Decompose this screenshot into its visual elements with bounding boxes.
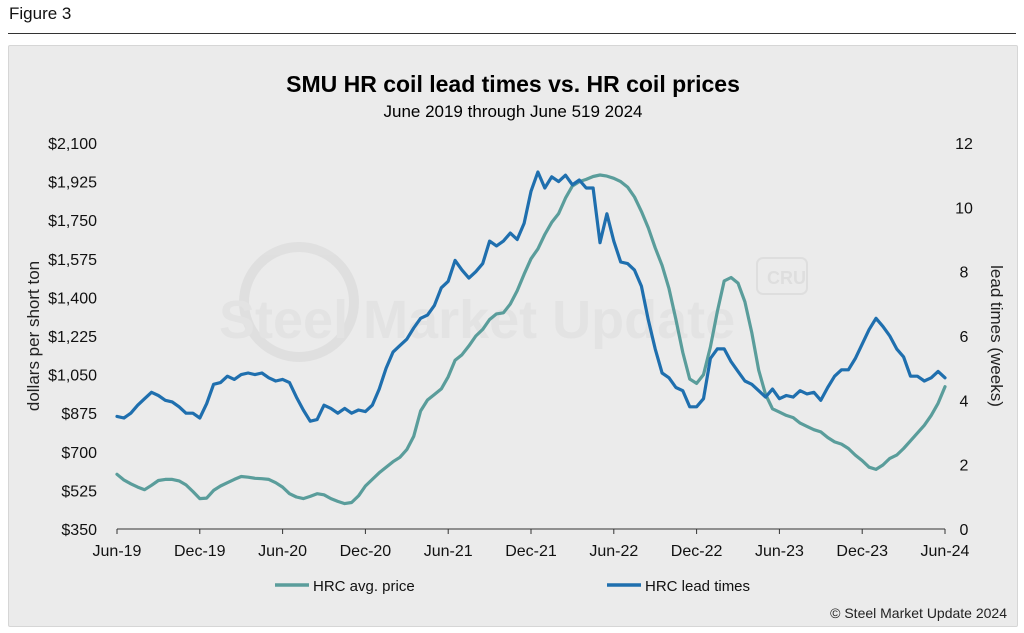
x-tick-label: Jun-19 xyxy=(93,543,142,560)
left-tick-label: $1,400 xyxy=(48,290,97,307)
x-tick-label: Jun-24 xyxy=(921,543,970,560)
right-tick-label: 12 xyxy=(955,136,973,153)
left-tick-label: $1,225 xyxy=(48,329,97,346)
left-tick-label: $1,575 xyxy=(48,252,97,269)
x-tick-label: Dec-21 xyxy=(505,543,557,560)
watermark-swoosh-icon xyxy=(239,242,359,362)
left-tick-label: $350 xyxy=(61,522,97,539)
left-tick-label: $1,050 xyxy=(48,368,97,385)
left-tick-label: $875 xyxy=(61,406,97,423)
watermark-badge: CRU xyxy=(767,268,806,288)
chart-canvas: Steel Market Update CRU SMU HR coil lead… xyxy=(24,71,1007,621)
lead-times-series-line xyxy=(115,170,947,423)
x-tick-label: Jun-22 xyxy=(589,543,638,560)
x-tick-label: Dec-22 xyxy=(671,543,723,560)
right-tick-label: 4 xyxy=(960,393,969,410)
x-tick-label: Dec-19 xyxy=(174,543,226,560)
right-axis: 0 2 4 6 8 10 12 xyxy=(955,136,973,539)
x-tick-label: Jun-21 xyxy=(424,543,473,560)
figure-label: Figure 3 xyxy=(9,4,72,23)
right-tick-label: 6 xyxy=(960,329,969,346)
x-axis: Jun-19 Dec-19 Jun-20 Dec-20 Jun-21 Dec-21 Jun-… xyxy=(93,529,970,560)
right-tick-label: 0 xyxy=(960,522,969,539)
left-tick-label: $700 xyxy=(61,445,97,462)
right-tick-label: 2 xyxy=(960,458,969,475)
x-tick-label: Jun-23 xyxy=(755,543,804,560)
x-tick-label: Dec-23 xyxy=(836,543,888,560)
right-tick-label: 10 xyxy=(955,200,973,217)
left-tick-label: $525 xyxy=(61,483,97,500)
left-axis: $350 $525 $700 $875 $1,050 $1,225 $1,400 $1,575… xyxy=(48,136,97,539)
left-tick-label: $2,100 xyxy=(48,136,97,153)
x-tick-label: Dec-20 xyxy=(340,543,392,560)
chart-subtitle: June 2019 through June 519 2024 xyxy=(383,102,642,121)
watermark-text: Steel Market Update xyxy=(219,290,735,350)
right-tick-label: 8 xyxy=(960,265,969,282)
right-axis-title: lead times (weeks) xyxy=(987,265,1006,407)
left-tick-label: $1,925 xyxy=(48,175,97,192)
legend: HRC avg. price HRC lead times xyxy=(275,578,750,595)
copyright: © Steel Market Update 2024 xyxy=(830,605,1007,621)
left-tick-label: $1,750 xyxy=(48,213,97,230)
legend-lead-label: HRC lead times xyxy=(645,578,750,595)
price-series-line xyxy=(115,173,947,506)
header-divider xyxy=(8,33,1016,34)
chart-title: SMU HR coil lead times vs. HR coil price… xyxy=(286,71,740,97)
chart-panel: Steel Market Update CRU SMU HR coil lead… xyxy=(8,45,1018,627)
left-axis-title: dollars per short ton xyxy=(24,261,43,411)
x-tick-label: Jun-20 xyxy=(258,543,307,560)
legend-price-label: HRC avg. price xyxy=(313,578,415,595)
watermark-badge-icon xyxy=(756,257,808,295)
